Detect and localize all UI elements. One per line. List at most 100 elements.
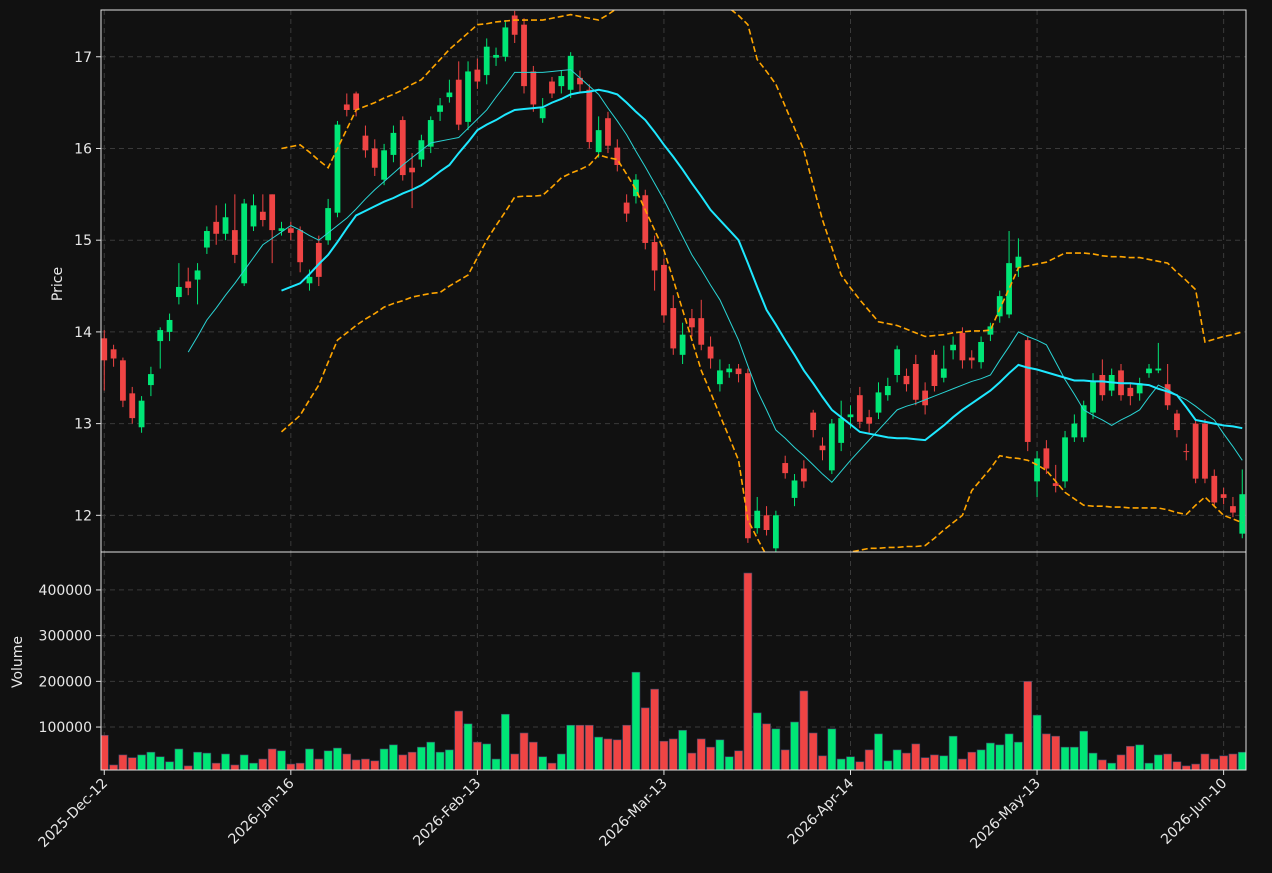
candle-body — [866, 417, 873, 424]
volume-bar — [407, 751, 417, 770]
candle-body — [810, 412, 817, 431]
candle-body — [828, 423, 835, 471]
candle-body — [1071, 423, 1078, 438]
candle-body — [1024, 340, 1031, 442]
volume-bars — [101, 572, 1246, 770]
candle-body — [231, 230, 238, 255]
y-tick-label: 16 — [74, 141, 92, 157]
volume-bar — [948, 735, 958, 770]
y-tick-label: 14 — [74, 325, 92, 341]
candle-body — [483, 46, 490, 76]
candle-body — [772, 515, 779, 549]
volume-bar — [389, 744, 398, 770]
candle-body — [894, 349, 901, 376]
volume-bar — [1191, 763, 1200, 770]
candle-body — [884, 386, 891, 396]
volume-bar — [836, 758, 846, 770]
volume-bar — [734, 750, 743, 770]
candle-body — [754, 510, 761, 529]
y-tick-label: 15 — [74, 233, 92, 249]
volume-bar — [1200, 753, 1210, 770]
volume-bar — [1154, 754, 1163, 770]
candle-body — [1230, 506, 1236, 513]
candle-body — [1164, 384, 1171, 406]
candle-body — [661, 264, 667, 316]
candle-body — [605, 118, 611, 146]
volume-bar — [510, 753, 520, 770]
candle-body — [511, 15, 518, 35]
volume-bar — [920, 757, 930, 770]
volume-bar — [939, 755, 949, 770]
candle-body — [353, 93, 360, 110]
candle-body — [782, 463, 789, 474]
candle-body — [465, 71, 471, 122]
candle-body — [269, 194, 276, 231]
volume-bar — [687, 752, 697, 770]
volume-bar — [342, 753, 352, 770]
volume-bar — [267, 748, 277, 770]
volume-bar — [640, 707, 650, 770]
candle-body — [987, 326, 994, 335]
candle-body — [474, 69, 481, 82]
candle-body — [744, 373, 751, 539]
candle-body — [847, 414, 854, 418]
candle-body — [120, 360, 126, 401]
volume-bar — [874, 733, 883, 770]
volume-bar — [174, 748, 184, 770]
candle-body — [800, 468, 807, 482]
candle-body — [1192, 423, 1199, 479]
volume-bar — [967, 751, 977, 770]
candle-body — [623, 202, 630, 214]
candle-body — [1174, 413, 1180, 431]
volume-bar — [1042, 733, 1051, 770]
candle-body — [1015, 256, 1022, 268]
candle-body — [371, 148, 378, 168]
volume-bar — [762, 723, 771, 770]
candle-body — [931, 354, 938, 387]
volume-bar — [1004, 733, 1014, 770]
candle-body — [343, 104, 350, 110]
volume-bar — [193, 751, 202, 770]
volume-bar — [1172, 761, 1182, 770]
volume-bar — [585, 724, 594, 770]
candle-body — [996, 296, 1003, 317]
candle-body — [1080, 405, 1087, 438]
volume-bar — [594, 736, 603, 770]
volume-bar — [1219, 755, 1228, 770]
candle-body — [642, 195, 649, 243]
candle-body — [595, 130, 602, 153]
candle-body — [362, 135, 369, 151]
candle-body — [968, 357, 975, 361]
candle-body — [633, 179, 639, 197]
overlay-lines — [187, 10, 1243, 552]
candle-body — [409, 167, 415, 173]
volume-bar — [1116, 754, 1126, 770]
volume-bar — [445, 749, 454, 770]
candle-body — [306, 276, 313, 284]
volume-bar — [1209, 758, 1219, 770]
candle-body — [856, 395, 863, 422]
overlay-line — [280, 153, 1243, 552]
candle-body — [437, 105, 443, 112]
candle-body — [297, 230, 304, 263]
y-tick-label: 100000 — [39, 720, 92, 736]
volume-bar — [771, 728, 781, 770]
candle-body — [1006, 263, 1012, 315]
volume-bar — [463, 723, 473, 770]
candle-body — [250, 205, 257, 227]
candle-body — [978, 341, 984, 363]
volume-bar — [976, 749, 986, 770]
volume-bar — [547, 762, 557, 770]
volume-frame — [100, 551, 1247, 771]
volume-bar — [277, 750, 286, 770]
volume-bar — [183, 765, 193, 770]
candle-body — [259, 211, 266, 221]
candle-body — [726, 368, 733, 373]
price-axis-label: Price — [50, 267, 66, 301]
candle-body — [101, 338, 108, 361]
volume-bar — [696, 738, 706, 770]
volume-bar — [155, 756, 165, 770]
volume-bar — [799, 690, 809, 770]
y-tick-label: 12 — [74, 508, 92, 524]
